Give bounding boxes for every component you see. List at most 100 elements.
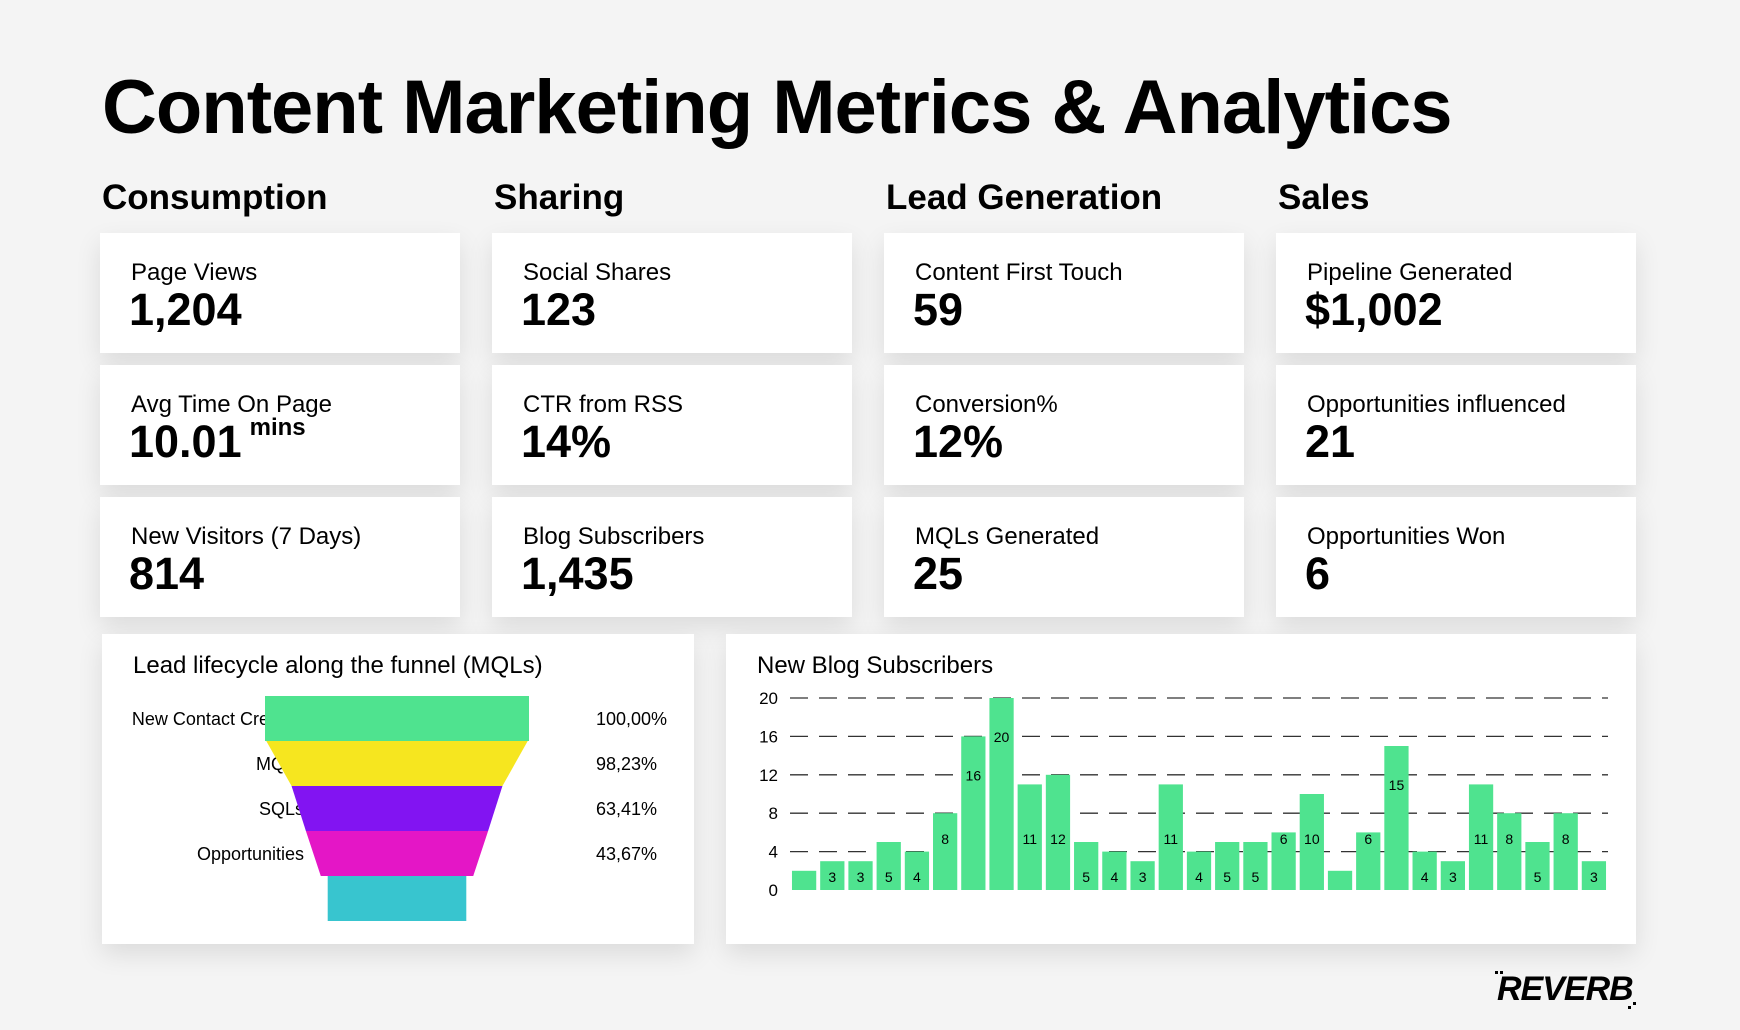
- metric-number: 6: [1305, 548, 1331, 599]
- metric-card: Opportunities influenced 21: [1276, 365, 1636, 485]
- metric-unit: mins: [249, 414, 306, 441]
- funnel-segment: [305, 831, 489, 876]
- metric-label: Opportunities influenced: [1307, 391, 1566, 418]
- bar: [1412, 851, 1437, 890]
- funnel-stage-label: New Contact Created: [131, 709, 304, 729]
- bar-data-label: 4: [1110, 869, 1118, 885]
- bar-data-label: 3: [1590, 869, 1598, 885]
- metric-value: $1,002: [1305, 287, 1443, 332]
- bar: [1299, 794, 1324, 890]
- metric-label: New Visitors (7 Days): [131, 523, 362, 550]
- column-heading: Sharing: [494, 178, 625, 217]
- bar-data-label: 3: [1139, 869, 1147, 885]
- y-tick-label: 8: [769, 804, 778, 823]
- bar-panel: New Blog Subscribers 0 4 8 12 16 20 3 3 5 4 8 16 20 1…: [726, 634, 1636, 944]
- funnel-chart: [265, 696, 529, 921]
- bar-chart-title: New Blog Subscribers: [757, 652, 994, 679]
- funnel-segment: [265, 696, 529, 741]
- metric-value: 14%: [521, 419, 611, 464]
- metric-label: CTR from RSS: [523, 391, 684, 418]
- bar-data-label: 8: [1505, 831, 1513, 847]
- column-heading: Consumption: [102, 178, 328, 217]
- y-tick-label: 12: [759, 766, 778, 785]
- metric-value: 10.01 mins: [129, 416, 306, 467]
- bar-data-label: 5: [885, 869, 893, 885]
- bar: [904, 851, 930, 890]
- bar-chart: 0 4 8 12 16 20 3 3 5 4 8 16 20 11 12 5 4 3 11 4 5 5 6 10 6 15 4 3 11…: [759, 689, 1608, 900]
- metric-card: Social Shares 123: [492, 233, 852, 353]
- bar: [1215, 842, 1240, 890]
- metric-card: Opportunities Won 6: [1276, 497, 1636, 617]
- metric-value: 6: [1305, 551, 1330, 596]
- metric-number: 10.01: [129, 416, 242, 467]
- metric-label: Conversion%: [915, 391, 1058, 418]
- metric-label: Opportunities Won: [1307, 523, 1506, 550]
- metric-label: Content First Touch: [915, 259, 1123, 286]
- bar: [1045, 774, 1071, 890]
- bar: [1102, 851, 1127, 890]
- column-heading: Lead Generation: [886, 178, 1163, 217]
- metric-number: 814: [129, 548, 205, 599]
- funnel-stage-label: Opportunities: [196, 844, 304, 864]
- metric-label: Blog Subscribers: [523, 523, 705, 550]
- bar: [1356, 832, 1381, 890]
- bar: [1158, 784, 1183, 890]
- metric-value: 21: [1305, 419, 1355, 464]
- bar-data-label: 4: [1421, 869, 1429, 885]
- y-tick-label: 4: [769, 843, 778, 862]
- bar: [933, 813, 958, 890]
- funnel-segment: [327, 876, 467, 921]
- bar-data-label: 3: [1449, 869, 1457, 885]
- page-title: Content Marketing Metrics & Analytics: [102, 65, 1453, 150]
- bar: [1327, 870, 1353, 890]
- bar: [989, 698, 1014, 890]
- funnel-stage-percent: 98,23%: [596, 754, 658, 774]
- metric-label: Pipeline Generated: [1307, 259, 1513, 286]
- bar: [1384, 746, 1409, 890]
- funnel-segment: [291, 786, 503, 831]
- y-tick-label: 0: [769, 881, 778, 900]
- bar-data-label: 8: [941, 831, 949, 847]
- bar: [1243, 842, 1268, 890]
- metric-value: 1,435: [521, 551, 634, 596]
- metric-label: MQLs Generated: [915, 523, 1100, 550]
- metric-number: 25: [913, 548, 964, 599]
- metric-card: Pipeline Generated $1,002: [1276, 233, 1636, 353]
- metric-value: 814: [129, 551, 204, 596]
- bar: [1186, 851, 1212, 890]
- metric-number: 123: [521, 284, 597, 335]
- bar-data-label: 6: [1364, 831, 1372, 847]
- bar-data-label: 8: [1562, 831, 1570, 847]
- bar-data-label: 5: [1223, 869, 1231, 885]
- bar: [791, 870, 817, 890]
- metric-value: 1,204: [129, 287, 242, 332]
- bar-data-label: 5: [1082, 869, 1090, 885]
- funnel-stage-label: SQLs: [258, 799, 304, 819]
- metric-card: Avg Time On Page 10.01 mins: [100, 365, 460, 485]
- bar-data-label: 12: [1050, 831, 1066, 847]
- metric-label: Social Shares: [523, 259, 672, 286]
- funnel-stage-percent: 63,41%: [596, 799, 658, 819]
- bar-data-label: 6: [1280, 831, 1288, 847]
- metric-card: New Visitors (7 Days) 814: [100, 497, 460, 617]
- bar: [1271, 832, 1296, 890]
- bar-data-label: 11: [1022, 831, 1037, 847]
- bar: [1074, 842, 1099, 890]
- metric-card: CTR from RSS 14%: [492, 365, 852, 485]
- funnel-title: Lead lifecycle along the funnel (MQLs): [133, 652, 543, 679]
- metric-label: Page Views: [131, 259, 258, 286]
- bar: [1497, 813, 1522, 890]
- column-heading: Sales: [1278, 178, 1370, 217]
- metric-number: 59: [913, 284, 964, 335]
- metric-card: MQLs Generated 25: [884, 497, 1244, 617]
- bar: [1525, 842, 1550, 890]
- metric-card: Blog Subscribers 1,435: [492, 497, 852, 617]
- metric-card: Page Views 1,204: [100, 233, 460, 353]
- metric-number: 1,204: [129, 284, 242, 335]
- funnel-stage-percent: 43,67%: [596, 844, 658, 864]
- bar-data-label: 10: [1304, 831, 1320, 847]
- bar: [1130, 861, 1155, 890]
- metric-card: Content First Touch 59: [884, 233, 1244, 353]
- metric-value: 25: [913, 551, 963, 596]
- bar: [1553, 813, 1578, 890]
